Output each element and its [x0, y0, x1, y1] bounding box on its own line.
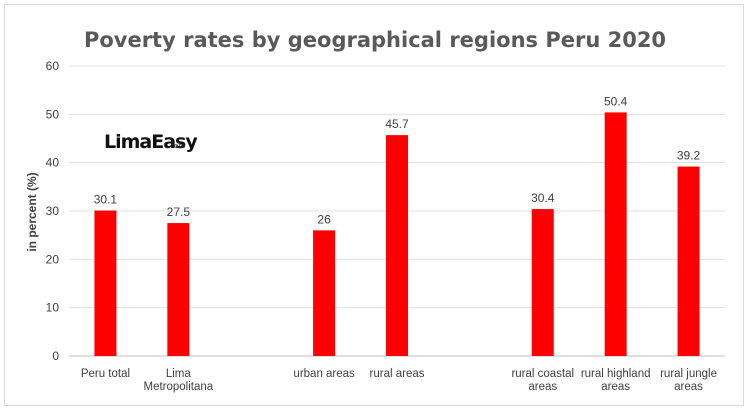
bar	[94, 210, 117, 356]
logo-text: LimaEasy	[104, 131, 198, 153]
bar	[313, 230, 336, 356]
category-label: urban areas	[293, 368, 355, 380]
y-axis-label: in percent (%)	[25, 172, 39, 251]
data-label: 27.5	[167, 205, 191, 219]
category-label: rural coastal	[511, 368, 574, 380]
data-label: 50.4	[604, 94, 628, 108]
y-tick-label: 50	[46, 107, 60, 121]
y-tick-label: 60	[46, 59, 60, 73]
category-label: rural jungle	[660, 368, 717, 380]
data-label: 45.7	[385, 117, 409, 131]
bar	[531, 209, 554, 356]
y-tick-labels: 0 10 20 30 40 50 60	[46, 59, 60, 363]
data-label: 39.2	[677, 149, 701, 163]
category-label: rural highland	[581, 368, 651, 380]
category-label: Lima	[166, 368, 192, 380]
category-label: Peru total	[81, 368, 130, 380]
data-label: 30.4	[531, 191, 555, 205]
bar	[604, 112, 627, 357]
bar	[167, 223, 190, 356]
logo: LimaEasy .com	[104, 131, 199, 153]
y-tick-label: 40	[46, 156, 60, 170]
category-label: areas	[601, 381, 630, 393]
data-labels: 30.1 27.5 26 45.7 30.4 50.4 39.2	[94, 94, 701, 226]
y-tick-label: 20	[46, 252, 60, 266]
data-label: 30.1	[94, 193, 118, 207]
bars	[94, 112, 700, 357]
logo-suffix: .com	[168, 142, 185, 150]
y-tick-label: 10	[46, 301, 60, 315]
y-tick-label: 0	[52, 349, 59, 363]
y-tick-label: 30	[46, 204, 60, 218]
bar	[386, 135, 408, 356]
category-label: Metropolitana	[143, 381, 213, 393]
chart-title: Poverty rates by geographical regions Pe…	[84, 28, 666, 52]
data-label: 26	[317, 212, 331, 226]
bar	[677, 166, 700, 356]
category-label: rural areas	[370, 368, 425, 380]
category-label: areas	[528, 381, 557, 393]
category-label: areas	[674, 381, 703, 393]
